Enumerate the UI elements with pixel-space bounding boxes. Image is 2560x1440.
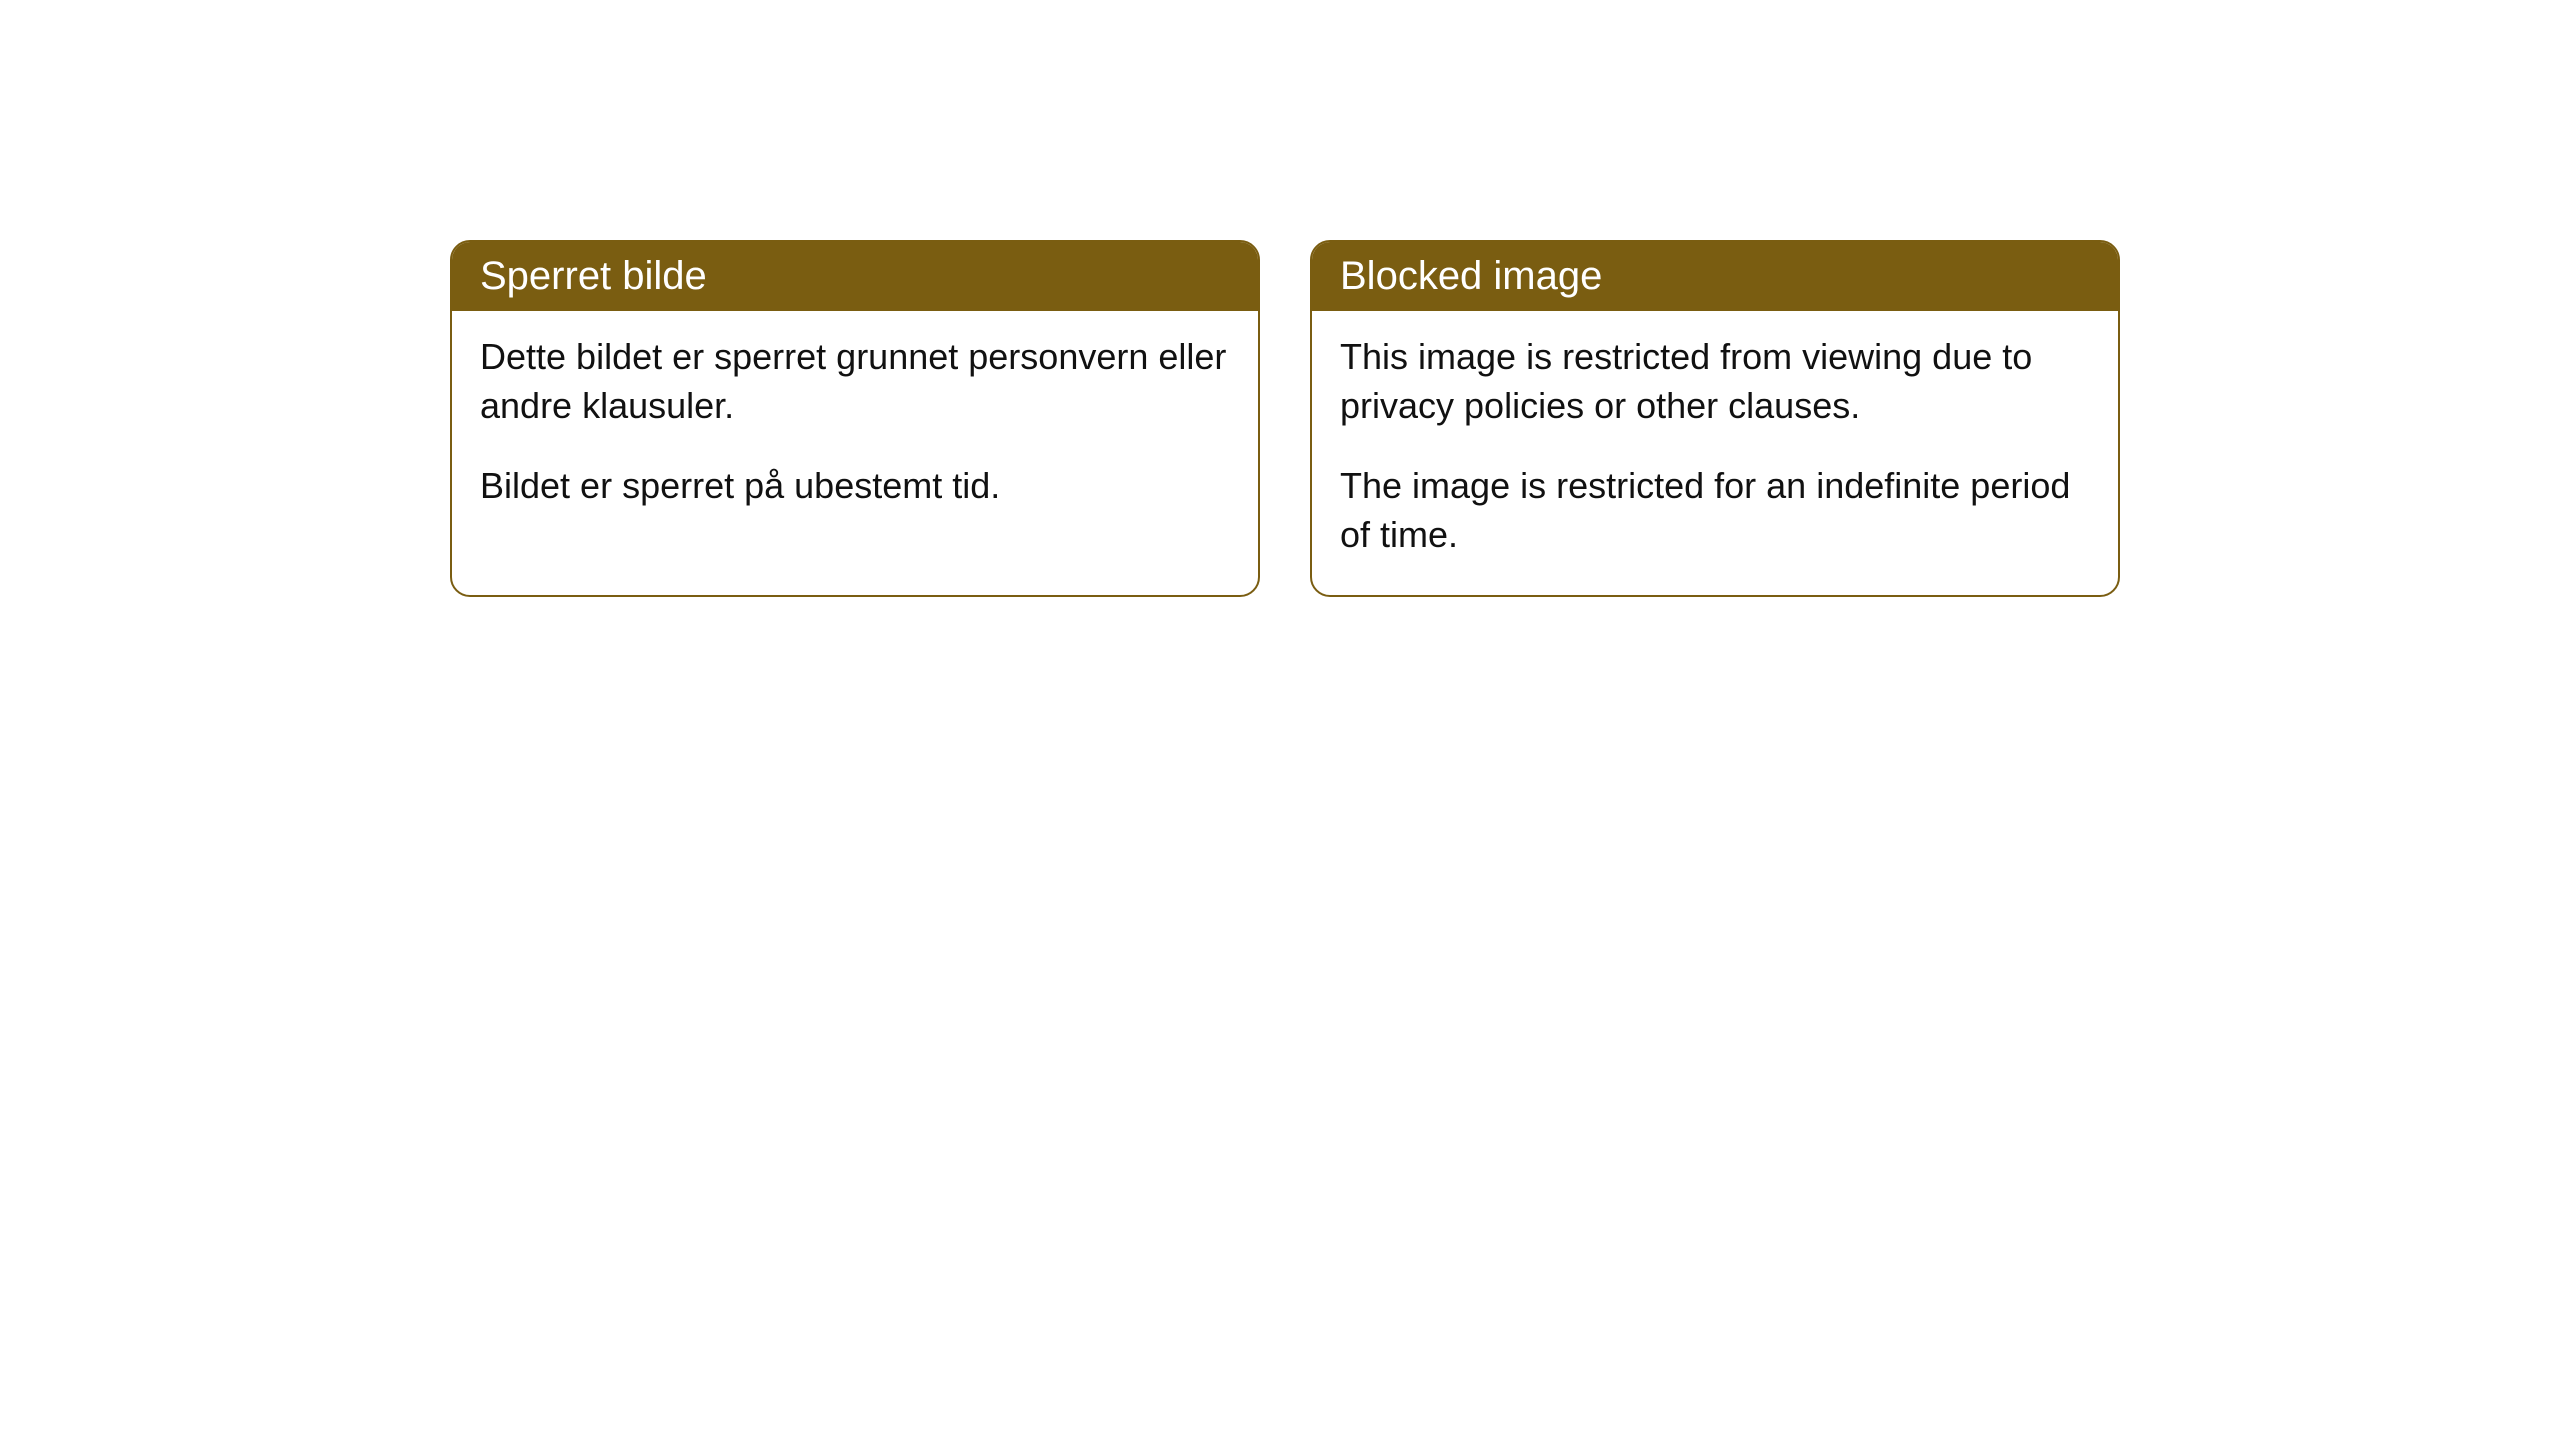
card-paragraph: Dette bildet er sperret grunnet personve… (480, 333, 1230, 430)
card-header: Sperret bilde (452, 242, 1258, 311)
card-paragraph: The image is restricted for an indefinit… (1340, 462, 2090, 559)
card-title: Blocked image (1340, 254, 1602, 298)
card-body: Dette bildet er sperret grunnet personve… (452, 311, 1258, 547)
notice-card-english: Blocked image This image is restricted f… (1310, 240, 2120, 597)
card-header: Blocked image (1312, 242, 2118, 311)
card-paragraph: Bildet er sperret på ubestemt tid. (480, 462, 1230, 511)
notice-card-norwegian: Sperret bilde Dette bildet er sperret gr… (450, 240, 1260, 597)
card-title: Sperret bilde (480, 254, 707, 298)
card-body: This image is restricted from viewing du… (1312, 311, 2118, 595)
card-paragraph: This image is restricted from viewing du… (1340, 333, 2090, 430)
notice-cards-container: Sperret bilde Dette bildet er sperret gr… (0, 0, 2560, 597)
